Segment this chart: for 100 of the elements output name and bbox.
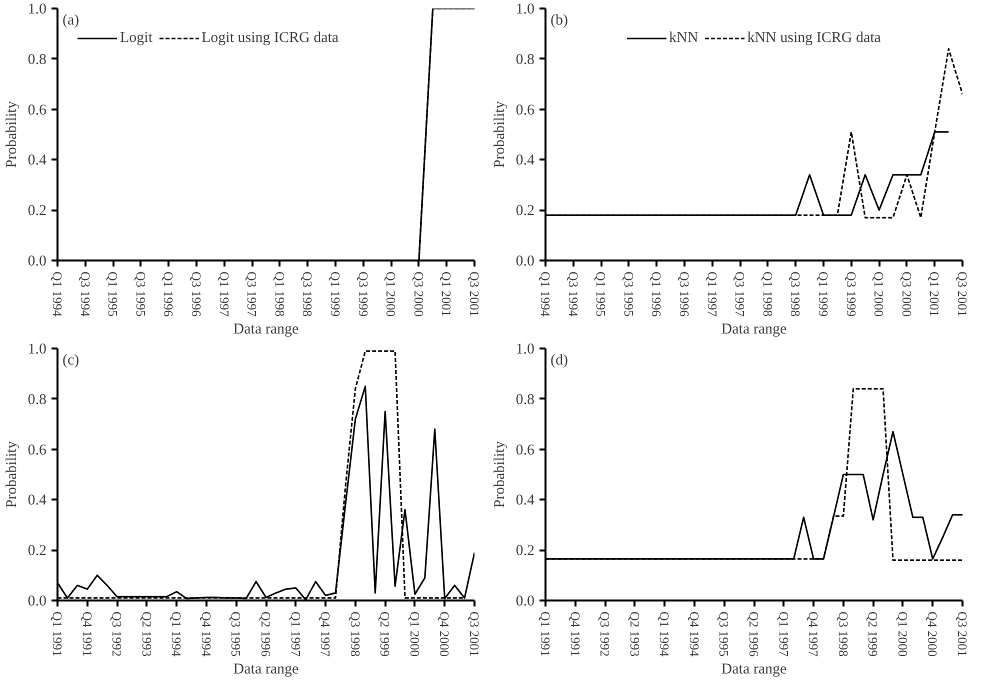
y-axis-title: Probability <box>492 440 508 508</box>
x-tick-label: Q1 1997 <box>776 612 792 658</box>
x-tick-label: Q2 1999 <box>866 612 881 657</box>
x-tick-label: Q1 1997 <box>216 272 232 318</box>
y-tick-label: 0.0 <box>28 594 46 610</box>
annotation: (a) <box>62 12 80 28</box>
x-tick-label: Q4 1991 <box>80 612 95 657</box>
x-tick-label: Q1 1994 <box>538 272 553 318</box>
y-tick-label: 1.0 <box>28 2 46 18</box>
x-tick-label: Q1 1994 <box>50 272 65 318</box>
y-tick-label: 0.8 <box>516 392 534 408</box>
x-tick-label: Q1 1997 <box>704 272 720 318</box>
x-tick-label: Q4 1991 <box>568 612 583 657</box>
x-tick-label: Q3 1999 <box>356 272 371 317</box>
x-tick-label: Q1 1996 <box>649 272 664 318</box>
x-tick-label: Q3 1995 <box>228 612 244 657</box>
x-tick-label: Q1 1997 <box>288 612 304 658</box>
x-tick-label: Q3 1999 <box>844 272 859 317</box>
y-tick-label: 1.0 <box>516 2 534 18</box>
y-axis-title: Probability <box>492 100 508 168</box>
x-tick-label: Q1 1998 <box>272 272 288 317</box>
y-tick-label: 0.6 <box>516 442 535 458</box>
x-tick-label: Q1 1995 <box>106 272 121 317</box>
y-tick-label: 0.4 <box>28 492 47 509</box>
y-axis-title: Probability <box>4 440 20 508</box>
x-tick-label: Q3 1998 <box>788 272 804 317</box>
x-tick-label: Q3 1992 <box>598 612 613 657</box>
x-tick-label: Q4 1994 <box>686 612 702 658</box>
x-tick-label: Q3 2001 <box>955 612 970 657</box>
x-tick-label: Q1 2000 <box>407 612 422 657</box>
x-tick-label: Q1 2000 <box>872 272 887 317</box>
x-tick-label: Q2 1999 <box>378 612 393 657</box>
annotation: (b) <box>550 12 568 28</box>
y-tick-label: 0.4 <box>28 152 47 169</box>
x-tick-label: Q3 1992 <box>110 612 125 657</box>
x-axis-title: Data range <box>721 662 788 678</box>
y-tick-label: 0.4 <box>516 152 535 169</box>
x-tick-label: Q1 1994 <box>169 612 184 658</box>
y-tick-label: 0.0 <box>28 254 46 270</box>
x-tick-label: Q1 1994 <box>657 612 672 658</box>
x-tick-label: Q3 1996 <box>189 272 204 318</box>
x-tick-label: Q1 1991 <box>538 612 553 657</box>
x-axis-title: Data range <box>233 662 300 678</box>
x-tick-label: Q2 1996 <box>258 612 274 658</box>
x-tick-label: Q2 1993 <box>139 612 154 657</box>
x-tick-label: Q3 1994 <box>78 272 93 318</box>
x-tick-label: Q4 2000 <box>437 612 452 657</box>
legend-label: Logit <box>120 30 152 46</box>
x-tick-label: Q3 2001 <box>467 272 482 317</box>
x-axis-title: Data range <box>233 322 300 338</box>
annotation: (c) <box>62 352 80 368</box>
legend-label: kNN using ICRG data <box>747 30 881 46</box>
y-tick-label: 0.0 <box>516 594 534 610</box>
x-tick-label: Q1 2000 <box>384 272 399 317</box>
x-tick-label: Q1 1996 <box>161 272 176 318</box>
x-tick-label: Q4 1997 <box>318 612 334 658</box>
y-tick-label: 0.2 <box>516 203 534 220</box>
x-tick-label: Q2 1996 <box>746 612 762 658</box>
legend-label: Logit using ICRG data <box>202 30 339 46</box>
y-tick-label: 1.0 <box>28 342 46 358</box>
x-tick-label: Q3 2000 <box>411 272 426 317</box>
x-tick-label: Q3 1995 <box>716 612 732 657</box>
x-tick-label: Q3 1994 <box>566 272 581 318</box>
x-tick-label: Q2 1993 <box>627 612 642 657</box>
y-tick-label: 0.8 <box>28 52 46 68</box>
x-tick-label: Q3 1998 <box>836 612 851 657</box>
y-tick-label: 0.6 <box>28 442 47 458</box>
y-tick-label: 0.2 <box>28 543 46 560</box>
x-tick-label: Q1 2001 <box>927 272 942 317</box>
x-tick-label: Q3 1995 <box>133 272 148 317</box>
x-tick-label: Q3 1997 <box>244 272 260 318</box>
x-tick-label: Q4 1994 <box>198 612 214 658</box>
y-tick-label: 0.2 <box>28 203 46 220</box>
y-tick-label: 1.0 <box>516 342 534 358</box>
x-tick-label: Q1 1995 <box>594 272 609 317</box>
y-tick-label: 0.8 <box>28 392 46 408</box>
x-tick-label: Q1 1991 <box>50 612 65 657</box>
y-axis-title: Probability <box>4 100 20 168</box>
x-tick-label: Q3 1998 <box>348 612 363 657</box>
x-axis-title: Data range <box>721 322 788 338</box>
x-tick-label: Q1 1998 <box>760 272 776 317</box>
y-tick-label: 0.0 <box>516 254 534 270</box>
x-tick-label: Q3 2000 <box>899 272 914 317</box>
y-tick-label: 0.6 <box>28 102 47 118</box>
x-tick-label: Q1 2000 <box>895 612 910 657</box>
y-tick-label: 0.2 <box>516 543 534 560</box>
x-tick-label: Q3 2001 <box>955 272 970 317</box>
x-tick-label: Q1 2001 <box>439 272 454 317</box>
legend-label: kNN <box>669 30 698 46</box>
x-tick-label: Q3 1997 <box>732 272 748 318</box>
y-tick-label: 0.8 <box>516 52 534 68</box>
x-tick-label: Q3 2001 <box>467 612 482 657</box>
y-tick-label: 0.4 <box>516 492 535 509</box>
x-tick-label: Q4 1997 <box>806 612 822 658</box>
x-tick-label: Q3 1998 <box>300 272 316 317</box>
x-tick-label: Q4 2000 <box>925 612 940 657</box>
annotation: (d) <box>550 352 568 368</box>
x-tick-label: Q1 1999 <box>328 272 343 317</box>
x-tick-label: Q1 1999 <box>816 272 831 317</box>
x-tick-label: Q3 1996 <box>677 272 692 318</box>
